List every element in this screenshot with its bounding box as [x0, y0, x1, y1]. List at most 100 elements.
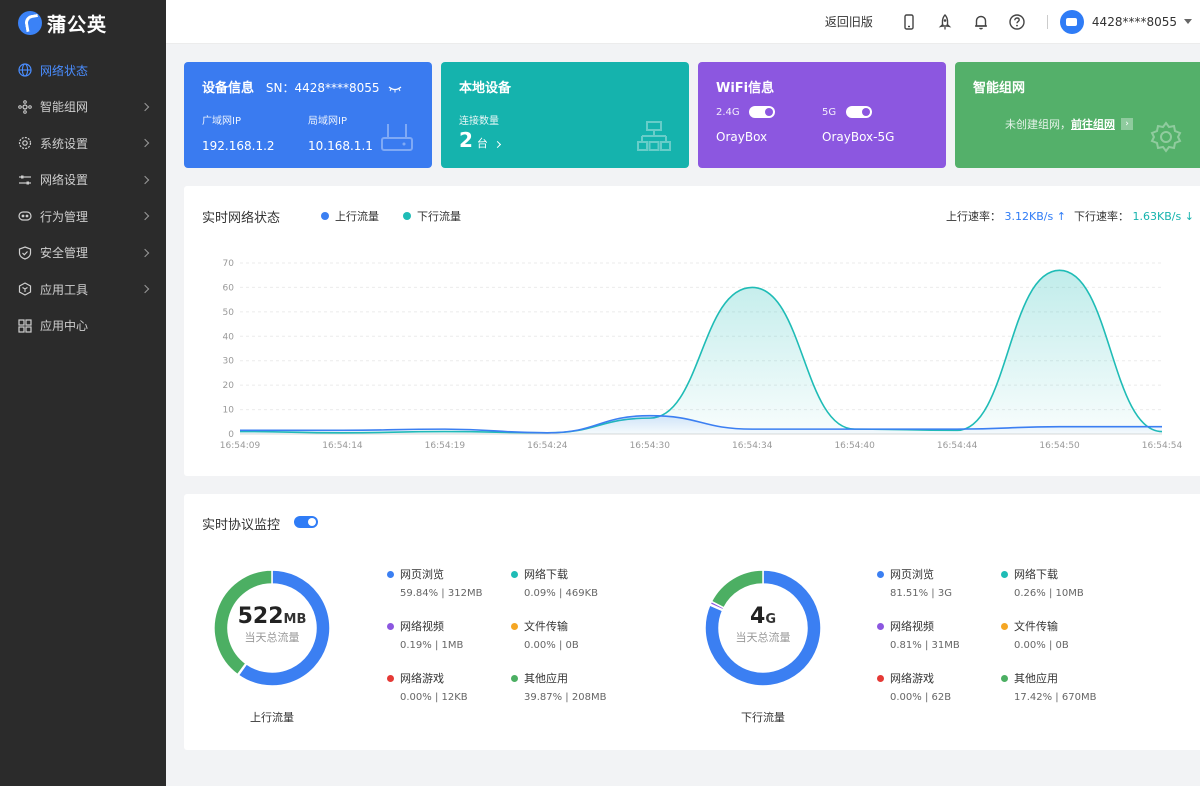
chevron-right-icon [140, 285, 150, 294]
wifi-5g-toggle[interactable] [845, 105, 872, 118]
arrow-right-icon[interactable]: › [1121, 118, 1133, 130]
legend-dot [511, 570, 518, 578]
sidebar-item-label: 网络设置 [40, 173, 89, 188]
upload-total-sub: 当天总流量 [244, 631, 300, 644]
protocol-name: 其他应用 [511, 670, 606, 686]
phone-icon[interactable] [900, 13, 918, 31]
protocol-label: 网络下载 [1014, 568, 1058, 581]
protocol-legend-item: 文件传输 0.00% | 0B [1001, 618, 1069, 651]
sidebar-item-label: 应用工具 [40, 282, 89, 297]
user-account[interactable]: 4428****8055 [1091, 14, 1177, 29]
protocol-value: 59.84% | 312MB [400, 588, 483, 599]
donut-slice[interactable] [213, 569, 273, 676]
protocol-monitor-toggle[interactable] [294, 516, 318, 528]
upload-total-value: 522 [237, 604, 284, 629]
network-icon [18, 99, 32, 114]
bell-icon[interactable] [972, 13, 990, 31]
protocol-name: 网络视频 [387, 618, 463, 634]
protocol-value: 0.81% | 31MB [890, 640, 960, 651]
legend-download[interactable]: 下行流量 [403, 208, 461, 224]
ssid-24g: OrayBox [716, 130, 768, 144]
sidebar-item-4[interactable]: 行为管理 [0, 198, 166, 235]
protocol-value: 81.51% | 3G [890, 588, 952, 599]
sidebar-item-7[interactable]: 应用中心 [0, 308, 166, 345]
donut-slice[interactable] [710, 569, 764, 609]
back-to-old-version-link[interactable]: 返回旧版 [824, 15, 873, 29]
protocol-label: 网络游戏 [890, 672, 934, 685]
connection-count-label: 连接数量 [459, 116, 499, 127]
upload-total-unit: MB [283, 612, 307, 627]
legend-dot [387, 674, 394, 682]
sidebar-item-2[interactable]: 系统设置 [0, 125, 166, 162]
chevron-right-icon [140, 102, 150, 111]
band-24g-label: 2.4G [716, 107, 740, 118]
band-5g-label: 5G [822, 107, 837, 118]
header-divider [1046, 14, 1048, 29]
arrow-up-icon: ↑ [1056, 210, 1066, 223]
donut-slice[interactable] [704, 569, 822, 687]
caret-down-icon[interactable] [1184, 19, 1192, 24]
legend-upload[interactable]: 上行流量 [321, 208, 379, 224]
x-tick-label: 16:54:44 [937, 441, 978, 451]
smart-mesh-title: 智能组网 [973, 81, 1026, 96]
sidebar-item-3[interactable]: 网络设置 [0, 162, 166, 199]
protocol-name: 网络游戏 [877, 670, 951, 686]
sidebar-item-label: 行为管理 [40, 209, 89, 224]
eye-closed-icon[interactable] [387, 84, 403, 94]
protocol-legend-item: 网页浏览 59.84% | 312MB [387, 566, 482, 599]
protocol-name: 网络视频 [877, 618, 960, 634]
chevron-right-icon [140, 248, 150, 257]
x-tick-label: 16:54:09 [220, 441, 261, 451]
wan-ip-label: 广域网IP [202, 116, 241, 127]
protocol-label: 网络视频 [890, 620, 934, 633]
protocol-label: 其他应用 [524, 672, 568, 685]
wifi-info-card: WiFi信息 2.4G OrayBox 5G OrayBox-5G [698, 62, 946, 168]
lan-ip-value: 10.168.1.1 [308, 139, 373, 153]
device-card-header: 设备信息 SN：4428****8055 [202, 77, 414, 96]
protocol-legend-item: 其他应用 17.42% | 670MB [1001, 670, 1096, 703]
logo[interactable]: 蒲公英 [0, 0, 166, 46]
go-create-mesh-link[interactable]: 前往组网 [1071, 118, 1115, 131]
wifi-24g-toggle[interactable] [749, 105, 776, 118]
protocol-value: 0.26% | 10MB [1014, 588, 1084, 599]
sidebar-item-0[interactable]: 网络状态 [0, 52, 166, 89]
arrow-down-icon: ↓ [1184, 210, 1194, 223]
download-total-unit: G [765, 612, 776, 627]
legend-upload-dot [321, 212, 329, 220]
download-rate-label: 下行速率： [1074, 210, 1129, 223]
y-tick-label: 50 [223, 308, 235, 318]
protocol-name: 其他应用 [1001, 670, 1096, 686]
protocol-name: 网络游戏 [387, 670, 468, 686]
sidebar-item-1[interactable]: 智能组网 [0, 89, 166, 126]
donut-slice[interactable] [237, 569, 331, 687]
connection-count[interactable]: 2 台 [459, 128, 501, 152]
ssid-5g: OrayBox-5G [822, 130, 895, 144]
legend-dot [1001, 622, 1008, 630]
x-tick-label: 16:54:40 [834, 441, 875, 451]
legend-dot [511, 622, 518, 630]
protocol-name: 文件传输 [511, 618, 579, 634]
device-info-title: 设备信息 [202, 81, 255, 96]
y-tick-label: 10 [223, 406, 235, 416]
sidebar-item-5[interactable]: 安全管理 [0, 235, 166, 272]
logo-text: 蒲公英 [47, 13, 108, 36]
wan-ip-value: 192.168.1.2 [202, 139, 275, 153]
legend-upload-label: 上行流量 [335, 210, 379, 223]
legend-dot [877, 674, 884, 682]
series-line-0[interactable] [239, 414, 1162, 434]
x-tick-label: 16:54:50 [1039, 441, 1080, 451]
local-devices-card[interactable]: 本地设备 连接数量 2 台 [441, 62, 689, 168]
avatar[interactable] [1059, 9, 1084, 34]
globe-icon [18, 63, 32, 77]
top-header: 返回旧版 4428****8055 [166, 0, 1200, 44]
sidebar-item-label: 系统设置 [40, 136, 89, 151]
series-area-1 [240, 270, 1162, 434]
rocket-icon[interactable] [936, 13, 954, 31]
upload-caption: 上行流量 [250, 711, 294, 724]
sliders-icon [18, 173, 32, 187]
protocol-legend-item: 网络视频 0.19% | 1MB [387, 618, 463, 651]
sidebar-item-label: 应用中心 [40, 319, 89, 334]
sidebar-item-6[interactable]: 应用工具 [0, 271, 166, 308]
help-icon[interactable] [1008, 13, 1026, 31]
download-total: 4G 当天总流量 [693, 604, 833, 645]
